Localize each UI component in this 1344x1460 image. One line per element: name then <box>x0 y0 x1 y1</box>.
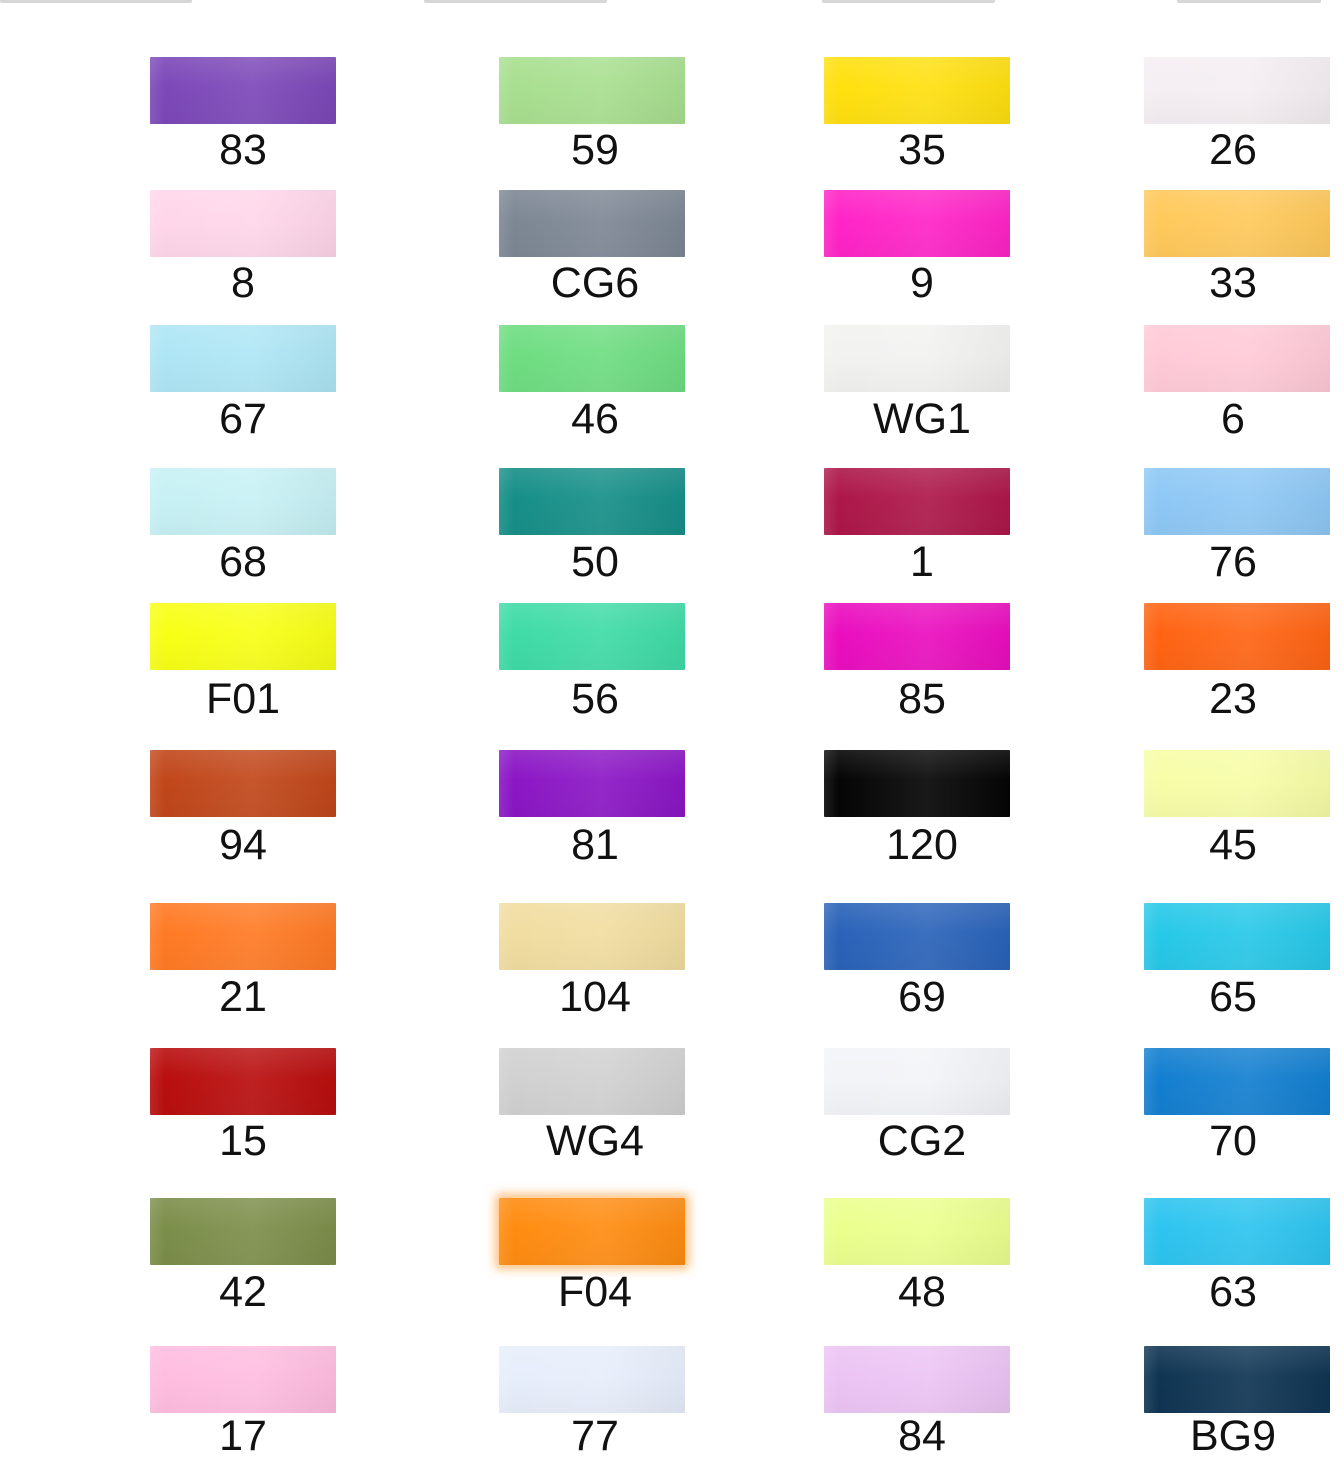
swatch-label-50: 50 <box>571 538 619 586</box>
swatch-label-70: 70 <box>1209 1117 1257 1165</box>
swatch-label-84: 84 <box>898 1412 946 1460</box>
swatch-label-33: 33 <box>1209 259 1257 307</box>
color-swatch-bg9 <box>1144 1346 1330 1413</box>
top-edge-fragment-4 <box>1177 0 1321 3</box>
swatch-label-120: 120 <box>886 821 958 869</box>
top-edge-fragment-1 <box>0 0 192 3</box>
color-swatch-68 <box>150 468 336 535</box>
swatch-label-42: 42 <box>219 1268 267 1316</box>
color-swatch-76 <box>1144 468 1330 535</box>
swatch-label-bg9: BG9 <box>1189 1412 1277 1460</box>
color-swatch-77 <box>499 1346 685 1413</box>
swatch-label-76: 76 <box>1209 538 1257 586</box>
swatch-label-59: 59 <box>571 126 619 174</box>
swatch-label-9: 9 <box>910 259 934 307</box>
color-swatch-6 <box>1144 325 1330 392</box>
color-swatch-104 <box>499 903 685 970</box>
color-swatch-85 <box>824 603 1010 670</box>
color-swatch-8 <box>150 190 336 257</box>
color-swatch-wg4 <box>499 1048 685 1115</box>
color-swatch-81 <box>499 750 685 817</box>
color-swatch-26 <box>1144 57 1330 124</box>
swatch-label-f04: F04 <box>557 1268 633 1316</box>
color-swatch-59 <box>499 57 685 124</box>
color-swatch-46 <box>499 325 685 392</box>
color-swatch-69 <box>824 903 1010 970</box>
swatch-label-15: 15 <box>219 1117 267 1165</box>
color-swatch-120 <box>824 750 1010 817</box>
color-swatch-94 <box>150 750 336 817</box>
swatch-label-63: 63 <box>1209 1268 1257 1316</box>
swatch-label-f01: F01 <box>205 675 281 723</box>
color-swatch-50 <box>499 468 685 535</box>
color-swatch-9 <box>824 190 1010 257</box>
top-edge-fragment-3 <box>822 0 995 3</box>
color-swatch-17 <box>150 1346 336 1413</box>
swatch-label-104: 104 <box>559 973 631 1021</box>
color-swatch-65 <box>1144 903 1330 970</box>
swatch-label-45: 45 <box>1209 821 1257 869</box>
color-swatch-42 <box>150 1198 336 1265</box>
color-swatch-1 <box>824 468 1010 535</box>
color-swatch-cg2 <box>824 1048 1010 1115</box>
color-swatch-23 <box>1144 603 1330 670</box>
swatch-label-94: 94 <box>219 821 267 869</box>
color-swatch-63 <box>1144 1198 1330 1265</box>
color-swatch-83 <box>150 57 336 124</box>
swatch-label-46: 46 <box>571 395 619 443</box>
swatch-label-67: 67 <box>219 395 267 443</box>
swatch-label-85: 85 <box>898 675 946 723</box>
swatch-label-77: 77 <box>571 1412 619 1460</box>
color-swatch-67 <box>150 325 336 392</box>
color-swatch-35 <box>824 57 1010 124</box>
swatch-label-35: 35 <box>898 126 946 174</box>
color-swatch-70 <box>1144 1048 1330 1115</box>
swatch-label-81: 81 <box>571 821 619 869</box>
swatch-label-1: 1 <box>910 538 934 586</box>
color-swatch-33 <box>1144 190 1330 257</box>
color-swatch-21 <box>150 903 336 970</box>
color-swatch-48 <box>824 1198 1010 1265</box>
swatch-label-83: 83 <box>219 126 267 174</box>
swatch-label-69: 69 <box>898 973 946 1021</box>
color-swatch-84 <box>824 1346 1010 1413</box>
swatch-label-17: 17 <box>219 1412 267 1460</box>
swatch-label-56: 56 <box>571 675 619 723</box>
top-edge-fragment-2 <box>424 0 607 3</box>
color-swatch-cg6 <box>499 190 685 257</box>
swatch-label-8: 8 <box>231 259 255 307</box>
swatch-label-21: 21 <box>219 973 267 1021</box>
swatch-label-cg6: CG6 <box>550 259 640 307</box>
swatch-label-68: 68 <box>219 538 267 586</box>
color-swatch-f04 <box>499 1198 685 1265</box>
color-swatch-15 <box>150 1048 336 1115</box>
color-swatch-45 <box>1144 750 1330 817</box>
swatch-label-65: 65 <box>1209 973 1257 1021</box>
swatch-label-wg1: WG1 <box>873 395 971 443</box>
color-swatch-wg1 <box>824 325 1010 392</box>
swatch-label-23: 23 <box>1209 675 1257 723</box>
swatch-label-cg2: CG2 <box>877 1117 967 1165</box>
swatch-label-wg4: WG4 <box>546 1117 644 1165</box>
color-swatch-56 <box>499 603 685 670</box>
swatch-label-48: 48 <box>898 1268 946 1316</box>
swatch-label-6: 6 <box>1221 395 1245 443</box>
swatch-label-26: 26 <box>1209 126 1257 174</box>
color-swatch-f01 <box>150 603 336 670</box>
